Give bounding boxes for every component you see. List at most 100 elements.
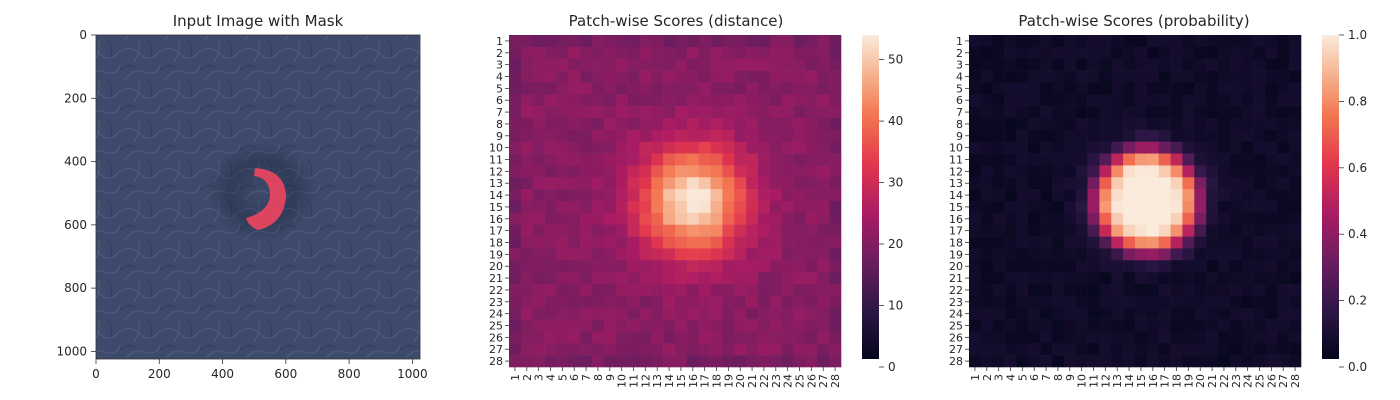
heatmap-cell	[1040, 248, 1053, 261]
heatmap-cell	[592, 248, 605, 261]
heatmap-cell	[1206, 212, 1219, 226]
heatmap-cell	[1170, 165, 1183, 178]
heatmap-cell	[1253, 165, 1266, 178]
heatmap-cell	[1146, 319, 1160, 332]
heatmap-cell	[603, 272, 617, 285]
heatmap-cell	[829, 94, 842, 107]
heatmap-x-tick-label: 3	[993, 374, 1006, 381]
heatmap-cell	[1099, 129, 1112, 143]
heatmap-cell	[1004, 224, 1017, 237]
heatmap-cell	[1265, 165, 1278, 178]
heatmap-cell	[1241, 343, 1254, 356]
heatmap-cell	[592, 224, 605, 237]
heatmap-cell	[1241, 165, 1254, 178]
heatmap-cell	[675, 284, 688, 297]
heatmap-cell	[817, 70, 830, 83]
heatmap-cell	[1206, 70, 1219, 83]
heatmap-cell	[969, 189, 982, 202]
heatmap-cell	[675, 189, 688, 202]
heatmap-cell	[781, 355, 794, 368]
heatmap-cell	[980, 319, 994, 332]
heatmap-cell	[639, 177, 652, 190]
heatmap-cell	[722, 201, 735, 214]
heatmap-cell	[568, 94, 581, 107]
heatmap-cell	[1253, 70, 1266, 83]
heatmap-cell	[1218, 295, 1231, 309]
heatmap-cell	[1206, 58, 1219, 71]
heatmap-cell	[1182, 106, 1195, 119]
heatmap-cell	[1265, 106, 1278, 119]
heatmap-cell	[710, 70, 723, 83]
heatmap-cell	[1052, 307, 1065, 320]
heatmap-cell	[734, 118, 747, 131]
heatmap-cell	[1241, 58, 1254, 71]
heatmap-cell	[1158, 177, 1171, 190]
heatmap-cell	[580, 177, 593, 190]
heatmap-cell	[603, 141, 617, 154]
heatmap-cell	[1289, 355, 1302, 368]
heatmap-cell	[1170, 260, 1183, 273]
heatmap-cell	[1063, 260, 1077, 273]
heatmap-cell	[1241, 141, 1254, 154]
heatmap-cell	[627, 224, 640, 237]
heatmap-cell	[1123, 201, 1136, 214]
heatmap-cell	[1016, 82, 1029, 95]
heatmap-cell	[817, 177, 830, 190]
heatmap-cell	[1028, 201, 1041, 214]
heatmap-cell	[722, 141, 735, 154]
heatmap-cell	[651, 94, 664, 107]
heatmap-cell	[1229, 189, 1243, 202]
heatmap-cell	[509, 141, 522, 154]
heatmap-cell	[509, 248, 522, 261]
heatmap-cell	[1087, 118, 1100, 131]
heatmap-cell	[710, 355, 723, 368]
heatmap-cell	[746, 236, 759, 249]
heatmap-cell	[603, 118, 617, 131]
heatmap-cell	[1004, 165, 1017, 178]
heatmap-cell	[532, 295, 545, 309]
heatmap-cell	[805, 331, 818, 344]
heatmap-cell	[1194, 272, 1207, 285]
heatmap-cell	[580, 141, 593, 154]
heatmap-cell	[1099, 295, 1112, 309]
heatmap-cell	[1052, 295, 1065, 309]
heatmap-cell	[1028, 224, 1041, 237]
heatmap-cell	[969, 331, 982, 344]
heatmap-cell	[1241, 118, 1254, 131]
heatmap-cell	[829, 272, 842, 285]
heatmap-cell	[1075, 319, 1088, 332]
heatmap-cell	[1040, 70, 1053, 83]
heatmap-cell	[1277, 224, 1290, 237]
heatmap-cell	[746, 46, 759, 60]
heatmap-cell	[722, 331, 735, 344]
heatmap-cell	[1182, 319, 1195, 332]
heatmap-cell	[532, 355, 545, 368]
heatmap-cell	[639, 260, 652, 273]
heatmap-cell	[1123, 141, 1136, 154]
heatmap-cell	[603, 46, 617, 60]
heatmap-cell	[1111, 153, 1124, 166]
heatmap-cell	[544, 343, 557, 356]
heatmap-cell	[1040, 82, 1053, 95]
heatmap-cell	[1123, 212, 1136, 226]
heatmap-cell	[758, 201, 771, 214]
heatmap-x-tick-label: 6	[568, 374, 581, 381]
heatmap-cell	[817, 118, 830, 131]
heatmap-x-tick-label: 19	[1182, 374, 1195, 388]
heatmap-y-tick-label: 24	[489, 308, 503, 321]
heatmap-cell	[758, 272, 771, 285]
heatmap-cell	[603, 236, 617, 249]
heatmap-cell	[805, 248, 818, 261]
heatmap-cell	[698, 129, 711, 143]
heatmap-cell	[758, 355, 771, 368]
heatmap-cell	[1277, 343, 1290, 356]
heatmap-cell	[1289, 343, 1302, 356]
heatmap-cell	[1146, 106, 1160, 119]
heatmap-x-tick-label: 4	[1005, 374, 1018, 381]
heatmap-cell	[1016, 94, 1029, 107]
heatmap-cell	[1241, 82, 1254, 95]
heatmap-cell	[1277, 118, 1290, 131]
heatmap-cell	[1158, 94, 1171, 107]
heatmap-cell	[829, 141, 842, 154]
heatmap-cell	[1028, 70, 1041, 83]
